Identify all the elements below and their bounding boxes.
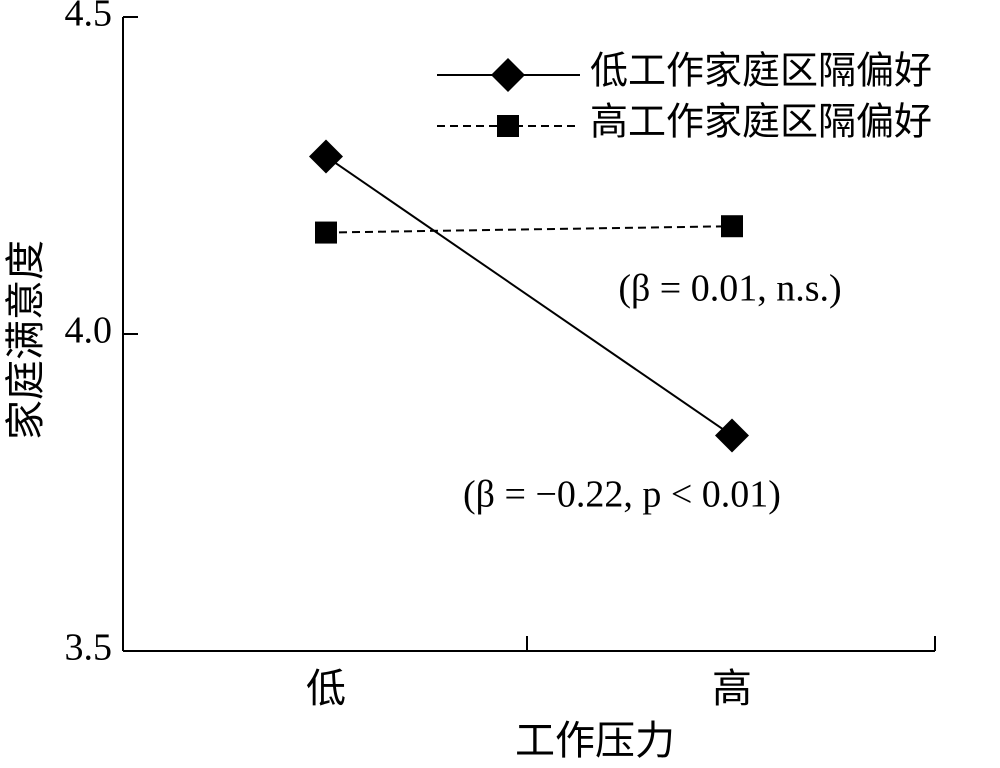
marker bbox=[315, 221, 337, 244]
series-line bbox=[325, 155, 733, 437]
marker bbox=[715, 418, 749, 453]
annotation: (β = −0.22, p < 0.01) bbox=[463, 474, 781, 516]
marker bbox=[309, 139, 343, 174]
y-axis-label: 家庭满意度 bbox=[3, 240, 48, 440]
y-tick-label: 3.5 bbox=[65, 627, 113, 669]
annotation: (β = 0.01, n.s.) bbox=[618, 268, 841, 310]
x-tick-label: 高 bbox=[712, 666, 752, 711]
x-tick-label: 低 bbox=[306, 666, 346, 711]
legend-marker bbox=[491, 58, 525, 92]
series-line bbox=[325, 225, 733, 234]
marker bbox=[721, 215, 743, 238]
y-tick-label: 4.5 bbox=[65, 0, 113, 35]
legend-marker bbox=[497, 115, 519, 137]
x-axis-label: 工作压力 bbox=[515, 718, 675, 763]
legend-label: 高工作家庭区隔偏好 bbox=[590, 102, 932, 144]
y-tick-label: 4.0 bbox=[65, 310, 113, 352]
legend-label: 低工作家庭区隔偏好 bbox=[590, 51, 932, 93]
